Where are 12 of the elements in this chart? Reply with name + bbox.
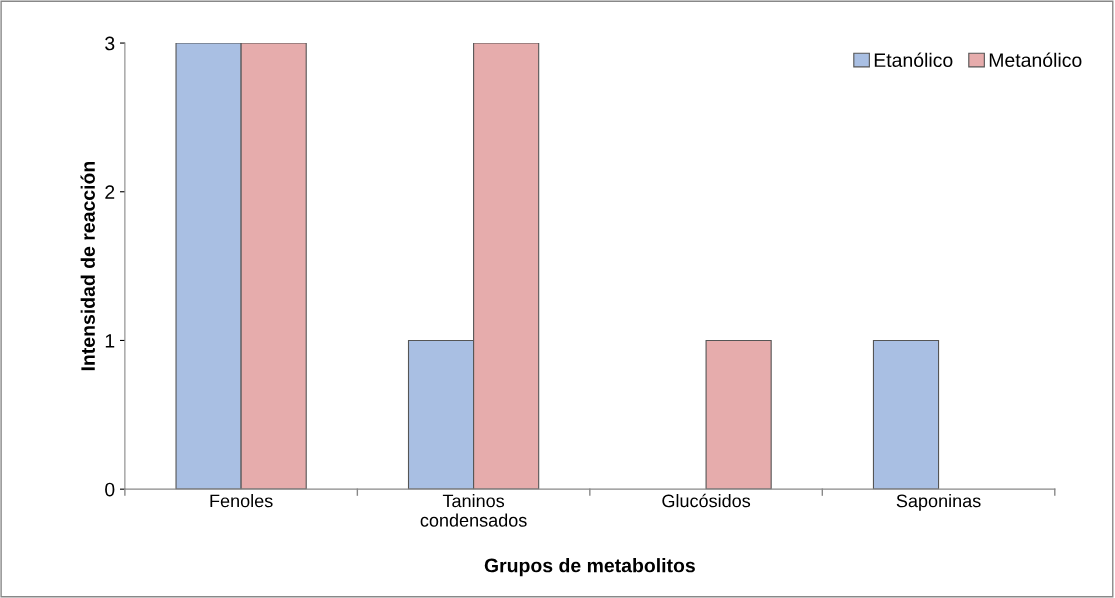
legend-label: Etanólico	[874, 52, 953, 68]
legend-label: Metanólico	[989, 52, 1082, 68]
x-tick-label: Fenoles	[210, 494, 273, 508]
x-tick-label: Saponinas	[896, 494, 981, 511]
y-tick-label: 0	[105, 482, 115, 497]
x-axis-title: Grupos de metabolitos	[484, 558, 695, 577]
x-tick-label: Glucósidos	[662, 493, 751, 508]
y-tick-label: 1	[105, 334, 115, 348]
y-tick-label: 3	[105, 36, 115, 51]
y-tick-label: 2	[105, 185, 115, 199]
x-tick-label: Taninos condensados	[420, 494, 527, 527]
y-axis-title: Intensidad de reacción	[80, 161, 95, 371]
